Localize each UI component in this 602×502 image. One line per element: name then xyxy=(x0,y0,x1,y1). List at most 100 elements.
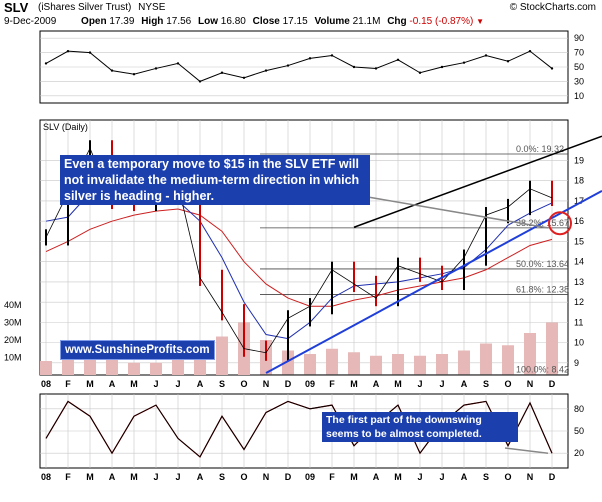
volume-bar xyxy=(502,345,514,375)
rsi-point xyxy=(308,57,312,60)
price-tick-label: 13 xyxy=(574,277,584,287)
rsi-layer: 10 30 50 70 90 xyxy=(40,33,584,101)
volume-bar xyxy=(392,354,404,375)
stoch-tick-label: 80 xyxy=(574,404,584,414)
rsi-point xyxy=(506,60,510,63)
stoch-x-tick: D xyxy=(285,472,292,482)
volume-bar xyxy=(546,322,558,375)
fund-name-text: (iShares Silver Trust) xyxy=(38,2,132,13)
price-x-tick: A xyxy=(197,379,204,389)
price-x-tick: D xyxy=(285,379,292,389)
rsi-point xyxy=(176,62,180,65)
support-trendline xyxy=(265,189,602,374)
price-x-tick: F xyxy=(329,379,335,389)
exchange-label: NYSE xyxy=(138,2,166,13)
price-x-tick: J xyxy=(417,379,422,389)
price-x-tick: F xyxy=(65,379,71,389)
rsi-tick-label: 10 xyxy=(574,91,584,101)
resistance-trendline xyxy=(353,135,602,228)
volume-bar xyxy=(348,352,360,375)
stoch-x-tick: 08 xyxy=(41,472,51,482)
main-annotation: Even a temporary move to $15 in the SLV … xyxy=(60,155,370,205)
stoch-x-tick: F xyxy=(329,472,335,482)
stoch-x-tick: A xyxy=(197,472,204,482)
price-x-tick: A xyxy=(461,379,468,389)
price-x-tick: M xyxy=(350,379,358,389)
rsi-point xyxy=(88,51,92,54)
volume-label: Volume xyxy=(314,16,350,27)
rsi-point xyxy=(484,54,488,57)
rsi-point xyxy=(330,54,334,57)
rsi-point xyxy=(396,58,400,61)
rsi-point xyxy=(418,71,422,74)
rsi-point xyxy=(110,69,114,72)
price-x-tick: A xyxy=(109,379,116,389)
volume-bar xyxy=(62,357,74,375)
stoch-x-tick: J xyxy=(175,472,180,482)
stoch-x-tick: A xyxy=(373,472,380,482)
stoch-x-tick: O xyxy=(240,472,247,482)
rsi-tick-label: 70 xyxy=(574,48,584,58)
volume-bar xyxy=(172,359,184,375)
rsi-point xyxy=(132,73,136,76)
down-arrow-icon: ▼ xyxy=(476,17,485,26)
ma-long-line xyxy=(45,208,553,307)
fib-label: 100.0%: 8.42 xyxy=(516,365,569,375)
rsi-point xyxy=(286,64,290,67)
volume-bar xyxy=(414,355,426,375)
price-tick-label: 16 xyxy=(574,216,584,226)
price-x-tick: M xyxy=(86,379,94,389)
chg-label: Chg xyxy=(387,16,407,27)
close-value: 17.15 xyxy=(282,16,308,27)
stoch-x-tick: F xyxy=(65,472,71,482)
rsi-point xyxy=(44,62,48,65)
chg-value: -0.15 (-0.87%) xyxy=(409,16,474,27)
price-tick-label: 12 xyxy=(574,297,584,307)
price-tick-label: 17 xyxy=(574,196,584,206)
quote-date: 9-Dec-2009 xyxy=(4,16,57,27)
low-value: 16.80 xyxy=(220,16,246,27)
stoch-x-tick: M xyxy=(350,472,358,482)
open-value: 17.39 xyxy=(109,16,135,27)
volume-tick-label: 40M xyxy=(4,300,22,310)
stoch-tick-label: 50 xyxy=(574,426,584,436)
rsi-tick-label: 90 xyxy=(574,33,584,43)
rsi-point xyxy=(550,67,554,70)
price-x-tick: J xyxy=(439,379,444,389)
rsi-point xyxy=(374,67,378,70)
volume-tick-label: 10M xyxy=(4,353,22,363)
fib-label: 61.8%: 12.38 xyxy=(516,284,569,294)
price-x-tick: A xyxy=(373,379,380,389)
rsi-point xyxy=(528,49,532,53)
close-label: Close xyxy=(252,16,280,27)
ticker-symbol: SLV xyxy=(4,0,29,15)
high-label: High xyxy=(141,16,164,27)
stoch-x-tick: M xyxy=(394,472,402,482)
stoch-x-tick: N xyxy=(527,472,534,482)
volume-bar xyxy=(370,355,382,375)
price-x-tick: O xyxy=(240,379,247,389)
stoch-x-tick: O xyxy=(504,472,511,482)
volume-bar xyxy=(326,348,338,375)
price-x-tick: N xyxy=(527,379,534,389)
volume-bar xyxy=(150,362,162,375)
rsi-point xyxy=(198,80,202,83)
fib-label: 0.0%: 19.32 xyxy=(516,144,564,154)
price-x-tick: D xyxy=(549,379,556,389)
stoch-x-tick: N xyxy=(263,472,270,482)
price-x-tick: 08 xyxy=(41,379,51,389)
price-x-tick: S xyxy=(483,379,489,389)
price-x-tick: M xyxy=(394,379,402,389)
volume-bar xyxy=(304,354,316,375)
stoch-x-tick: S xyxy=(483,472,489,482)
rsi-point xyxy=(264,69,268,72)
volume-bar xyxy=(40,361,52,375)
volume-bar xyxy=(128,362,140,375)
price-tick-label: 14 xyxy=(574,257,584,267)
quote-line: 9-Dec-2009 Open 17.39 High 17.56 Low 16.… xyxy=(4,16,484,27)
lower-annotation-arrow xyxy=(504,447,549,454)
volume-tick-label: 20M xyxy=(4,335,22,345)
stoch-x-tick: 09 xyxy=(305,472,315,482)
stoch-x-tick: J xyxy=(439,472,444,482)
